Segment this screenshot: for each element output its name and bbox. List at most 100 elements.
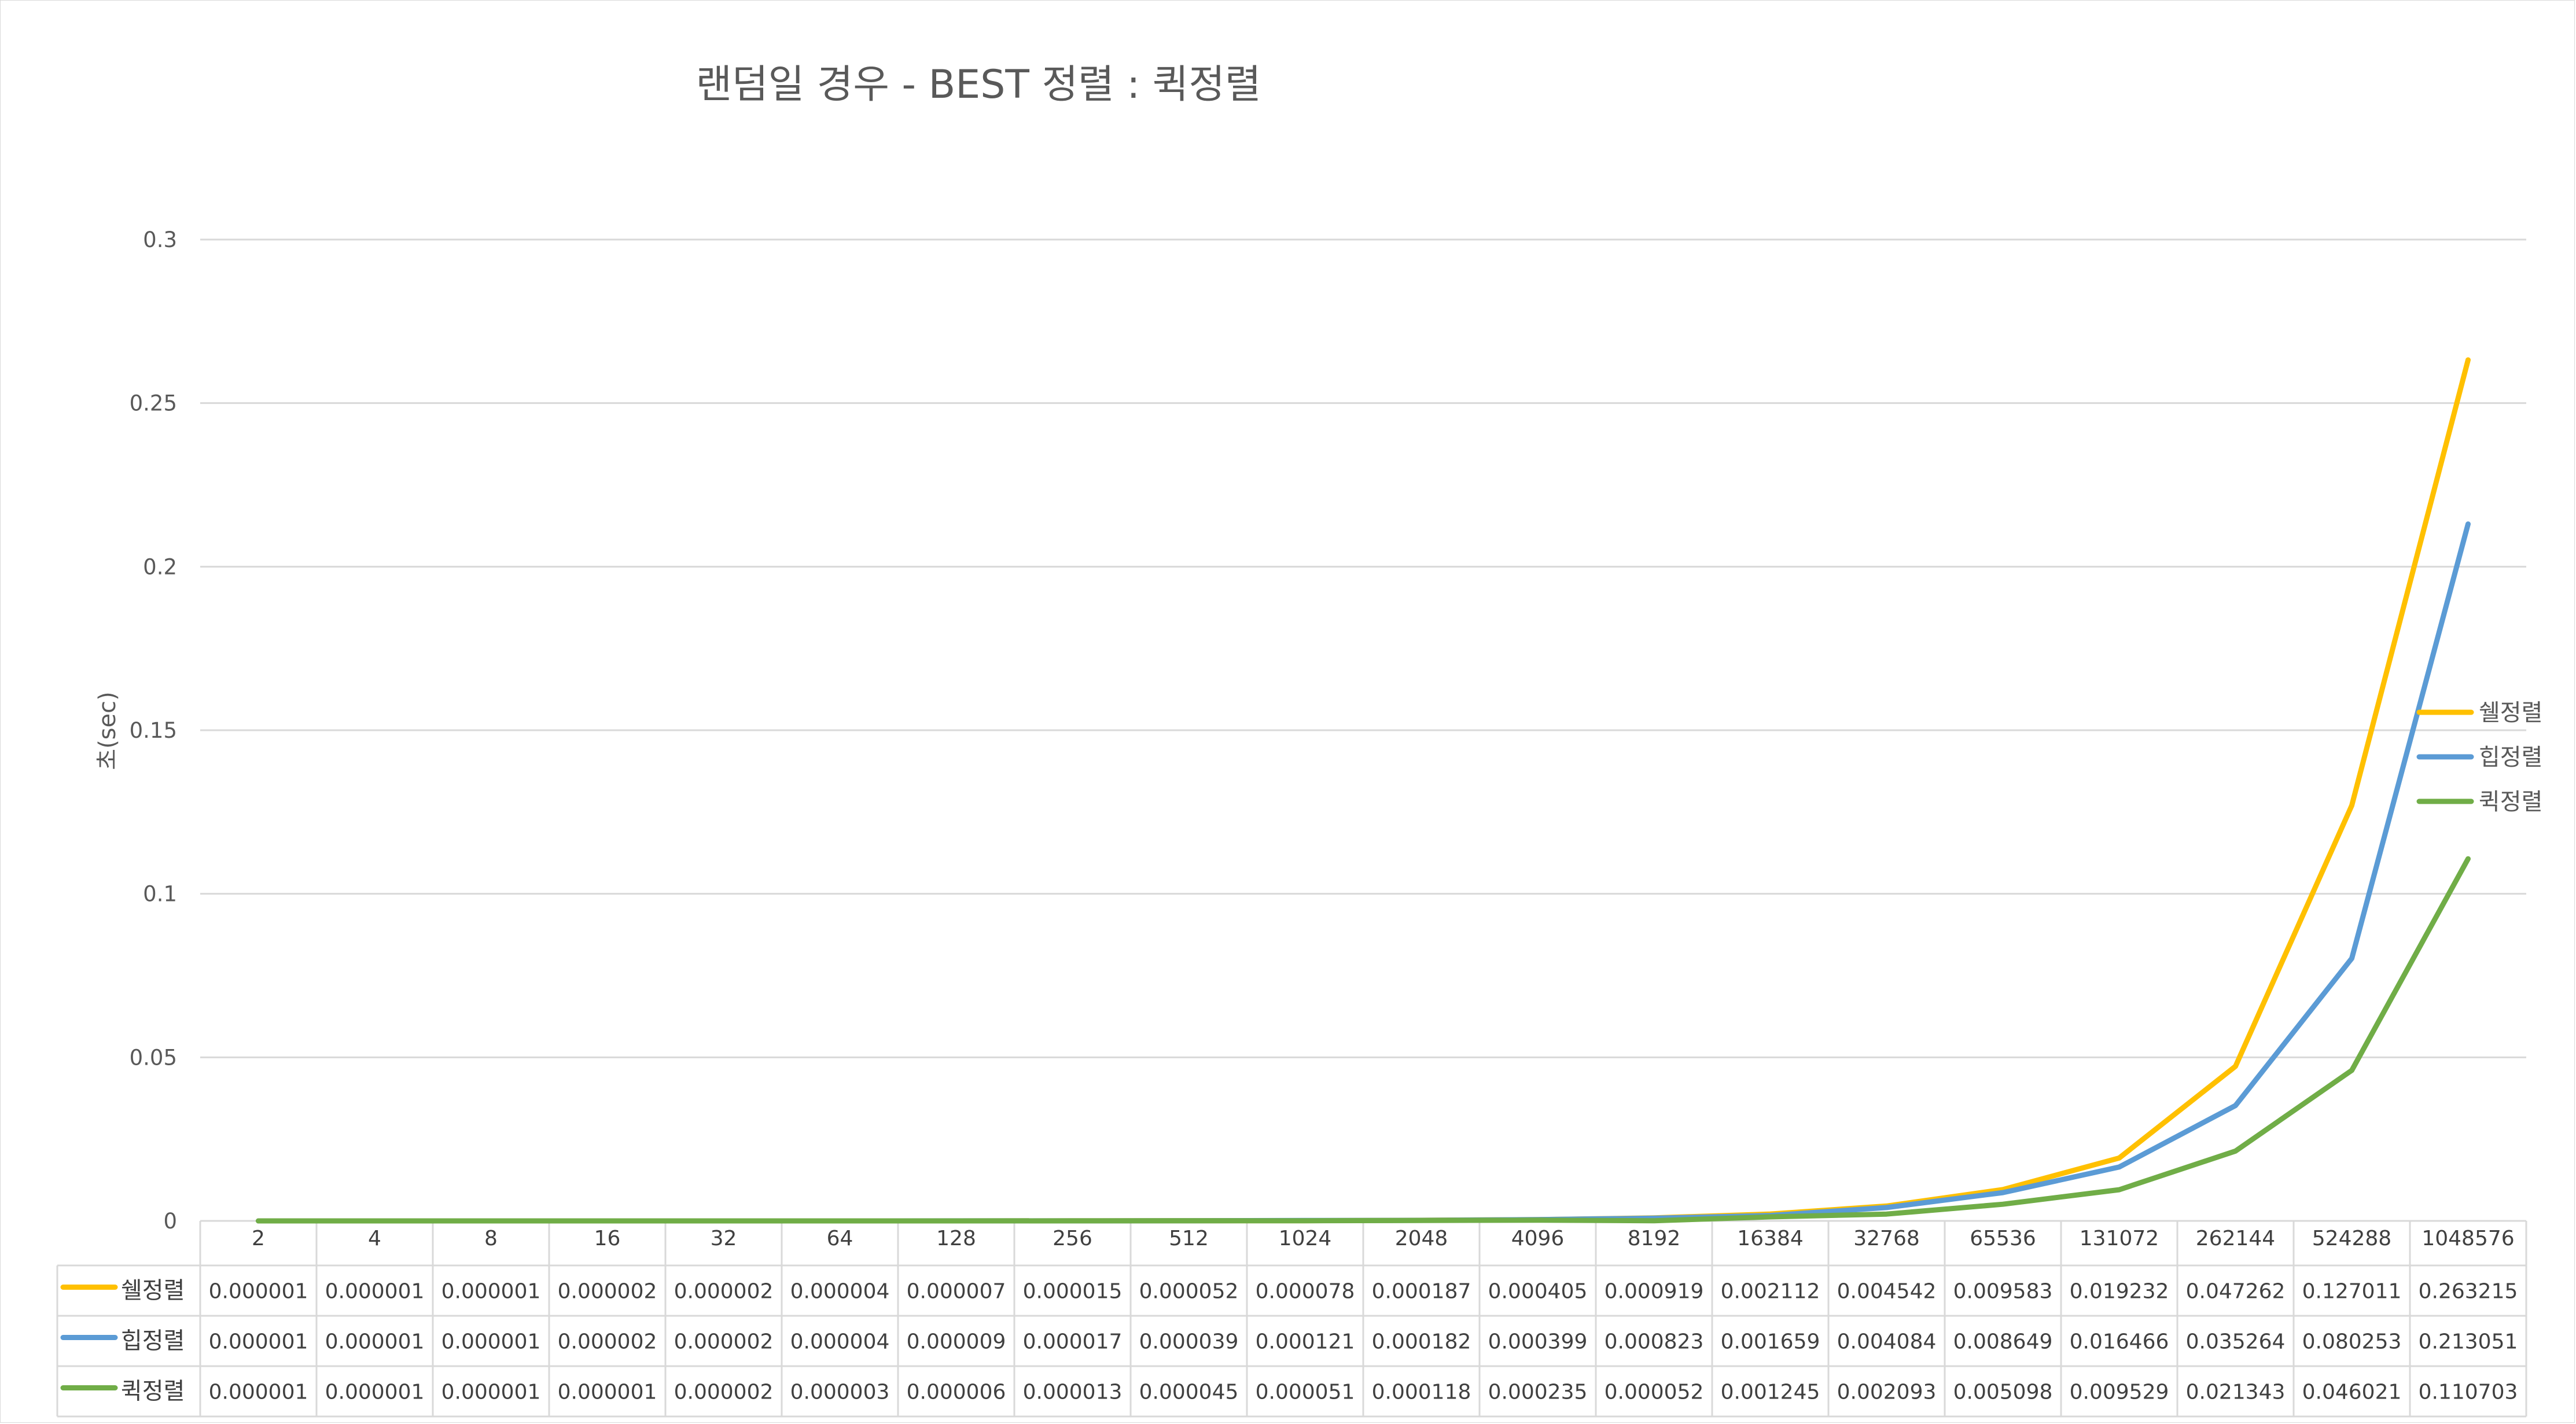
- table-cell: 0.000051: [1256, 1381, 1355, 1404]
- table-cell: 0.046021: [2302, 1381, 2402, 1404]
- y-tick-label: 0.3: [143, 227, 177, 252]
- table-cell: 0.000007: [907, 1280, 1006, 1304]
- table-cell: 0.000004: [790, 1280, 890, 1304]
- table-cell: 0.035264: [2186, 1330, 2286, 1354]
- series-lines: [256, 357, 2471, 1224]
- table-cell: 0.000399: [1488, 1330, 1588, 1354]
- table-cell: 0.000002: [558, 1280, 657, 1304]
- table-cell: 0.000001: [441, 1330, 541, 1354]
- series-line-1: [256, 357, 2471, 1224]
- table-cell: 0.000017: [1023, 1330, 1123, 1354]
- x-tick-label: 256: [1053, 1227, 1092, 1250]
- x-tick-label: 16: [594, 1227, 621, 1250]
- table-cell: 0.263215: [2419, 1280, 2518, 1304]
- table-cell: 0.000118: [1372, 1381, 1471, 1404]
- table-cell: 0.000187: [1372, 1280, 1471, 1304]
- table-cell: 0.000004: [790, 1330, 890, 1354]
- table-cell: 0.000182: [1372, 1330, 1471, 1354]
- chart-title: 랜덤일 경우 - BEST 정렬 : 퀵정렬: [695, 62, 1261, 108]
- table-cell: 0.000001: [325, 1381, 425, 1404]
- table-cell: 0.004084: [1837, 1330, 1937, 1354]
- y-tick-label: 0.15: [130, 718, 177, 743]
- table-cell: 0.000235: [1488, 1381, 1588, 1404]
- table-cell: 0.001659: [1721, 1330, 1820, 1354]
- series-line-2: [256, 521, 2471, 1224]
- table-cell: 0.009583: [1953, 1280, 2053, 1304]
- x-tick-label: 1048576: [2422, 1227, 2514, 1250]
- table-cell: 0.016466: [2070, 1330, 2169, 1354]
- x-tick-label: 16384: [1737, 1227, 1804, 1250]
- x-tick-label: 512: [1169, 1227, 1209, 1250]
- legend-entry: 퀵정렬: [2479, 789, 2542, 815]
- table-cell: 0.000006: [907, 1381, 1006, 1404]
- x-tick-label: 131072: [2080, 1227, 2159, 1250]
- y-tick-labels: 0 0.05 0.1 0.15 0.2 0.25 0.3: [130, 227, 177, 1234]
- y-tick-label: 0.05: [130, 1045, 177, 1070]
- table-cell: 0.000009: [907, 1330, 1006, 1354]
- table-cell: 0.000919: [1605, 1280, 1704, 1304]
- table-cell: 0.005098: [1953, 1381, 2053, 1404]
- legend-entry: 힙정렬: [2479, 744, 2542, 771]
- y-tick-label: 0.1: [143, 882, 177, 907]
- table-cell: 0.213051: [2419, 1330, 2518, 1354]
- table-cell: 0.000823: [1605, 1330, 1704, 1354]
- table-cell: 0.000002: [558, 1330, 657, 1354]
- table-cell: 0.000002: [674, 1280, 774, 1304]
- x-tick-label: 2048: [1395, 1227, 1448, 1250]
- table-cell: 0.000001: [209, 1280, 308, 1304]
- x-tick-label: 2: [252, 1227, 265, 1250]
- data-table: 2 4 8 16 32 64 128 256 512 1024 2048 4096 8192 16384 3…: [56, 1221, 2527, 1418]
- x-tick-label: 8192: [1628, 1227, 1681, 1250]
- table-cell: 0.047262: [2186, 1280, 2286, 1304]
- y-tick-label: 0.25: [130, 391, 177, 416]
- table-cell: 0.000015: [1023, 1280, 1123, 1304]
- table-cell: 0.000001: [209, 1381, 308, 1404]
- x-tick-label: 4: [368, 1227, 381, 1250]
- table-cell: 0.000001: [558, 1381, 657, 1404]
- table-cell: 0.021343: [2186, 1381, 2286, 1404]
- table-cell: 0.019232: [2070, 1280, 2169, 1304]
- table-cell: 0.000001: [441, 1280, 541, 1304]
- x-tick-label: 64: [827, 1227, 853, 1250]
- table-cell: 0.004542: [1837, 1280, 1937, 1304]
- gridlines: [200, 238, 2526, 1222]
- table-cell: 0.000001: [441, 1381, 541, 1404]
- table-cell: 0.000045: [1139, 1381, 1239, 1404]
- table-cell: 0.000003: [790, 1381, 890, 1404]
- y-tick-label: 0: [163, 1209, 177, 1234]
- x-tick-label: 524288: [2312, 1227, 2391, 1250]
- table-cell: 0.000052: [1139, 1280, 1239, 1304]
- table-series-label: 쉘정렬: [121, 1278, 185, 1304]
- x-tick-label: 262144: [2196, 1227, 2275, 1250]
- table-cell: 0.000013: [1023, 1381, 1123, 1404]
- y-axis-label: 초(sec): [94, 691, 121, 770]
- series-line-3: [256, 856, 2471, 1224]
- table-cell: 0.000002: [674, 1381, 774, 1404]
- table-cell: 0.080253: [2302, 1330, 2402, 1354]
- table-series-label: 힙정렬: [121, 1328, 185, 1355]
- table-cell: 0.009529: [2070, 1381, 2169, 1404]
- table-cell: 0.000121: [1256, 1330, 1355, 1354]
- table-cell: 0.000052: [1605, 1381, 1704, 1404]
- table-cell: 0.000078: [1256, 1280, 1355, 1304]
- table-cell: 0.000039: [1139, 1330, 1239, 1354]
- table-cell: 0.110703: [2419, 1381, 2518, 1404]
- legend-entry: 쉘정렬: [2479, 700, 2542, 726]
- table-cell: 0.000001: [209, 1330, 308, 1354]
- x-tick-label: 1024: [1279, 1227, 1332, 1250]
- x-tick-label: 65536: [1970, 1227, 2036, 1250]
- table-cell: 0.000001: [325, 1330, 425, 1354]
- y-tick-label: 0.2: [143, 554, 177, 579]
- table-cell: 0.000001: [325, 1280, 425, 1304]
- x-tick-label: 32: [711, 1227, 737, 1250]
- x-tick-label: 32768: [1853, 1227, 1920, 1250]
- table-cell: 0.000002: [674, 1330, 774, 1354]
- x-tick-label: 128: [936, 1227, 976, 1250]
- table-cell: 0.008649: [1953, 1330, 2053, 1354]
- table-series-label: 퀵정렬: [121, 1378, 185, 1405]
- table-cell: 0.000405: [1488, 1280, 1588, 1304]
- table-cell: 0.127011: [2302, 1280, 2402, 1304]
- x-tick-label: 4096: [1511, 1227, 1565, 1250]
